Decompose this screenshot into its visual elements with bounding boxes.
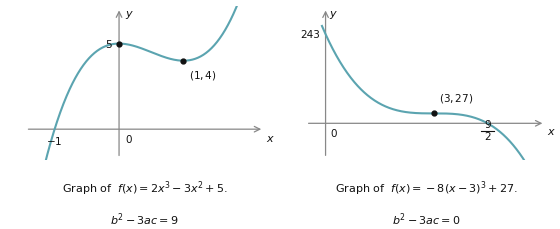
Text: $x$: $x$	[266, 134, 275, 144]
Text: 2: 2	[484, 132, 491, 142]
Text: $(1,4)$: $(1,4)$	[189, 69, 216, 82]
Text: $-1$: $-1$	[46, 135, 63, 147]
Text: Graph of  $f(x) = -8(x-3)^3 + 27.$: Graph of $f(x) = -8(x-3)^3 + 27.$	[335, 179, 517, 197]
Text: $b^2 - 3ac = 9$: $b^2 - 3ac = 9$	[110, 211, 179, 227]
Text: $y$: $y$	[329, 9, 338, 21]
Text: 243: 243	[300, 30, 320, 40]
Text: $x$: $x$	[547, 127, 556, 137]
Text: $y$: $y$	[125, 8, 134, 21]
Text: 0: 0	[330, 128, 337, 138]
Text: $(3,27)$: $(3,27)$	[439, 92, 473, 105]
Text: 9: 9	[484, 119, 491, 129]
Text: $b^2 - 3ac = 0$: $b^2 - 3ac = 0$	[392, 211, 461, 227]
Text: 5: 5	[105, 39, 111, 49]
Text: Graph of  $f(x) = 2x^3 - 3x^2 + 5.$: Graph of $f(x) = 2x^3 - 3x^2 + 5.$	[62, 179, 228, 197]
Text: 0: 0	[125, 135, 132, 145]
